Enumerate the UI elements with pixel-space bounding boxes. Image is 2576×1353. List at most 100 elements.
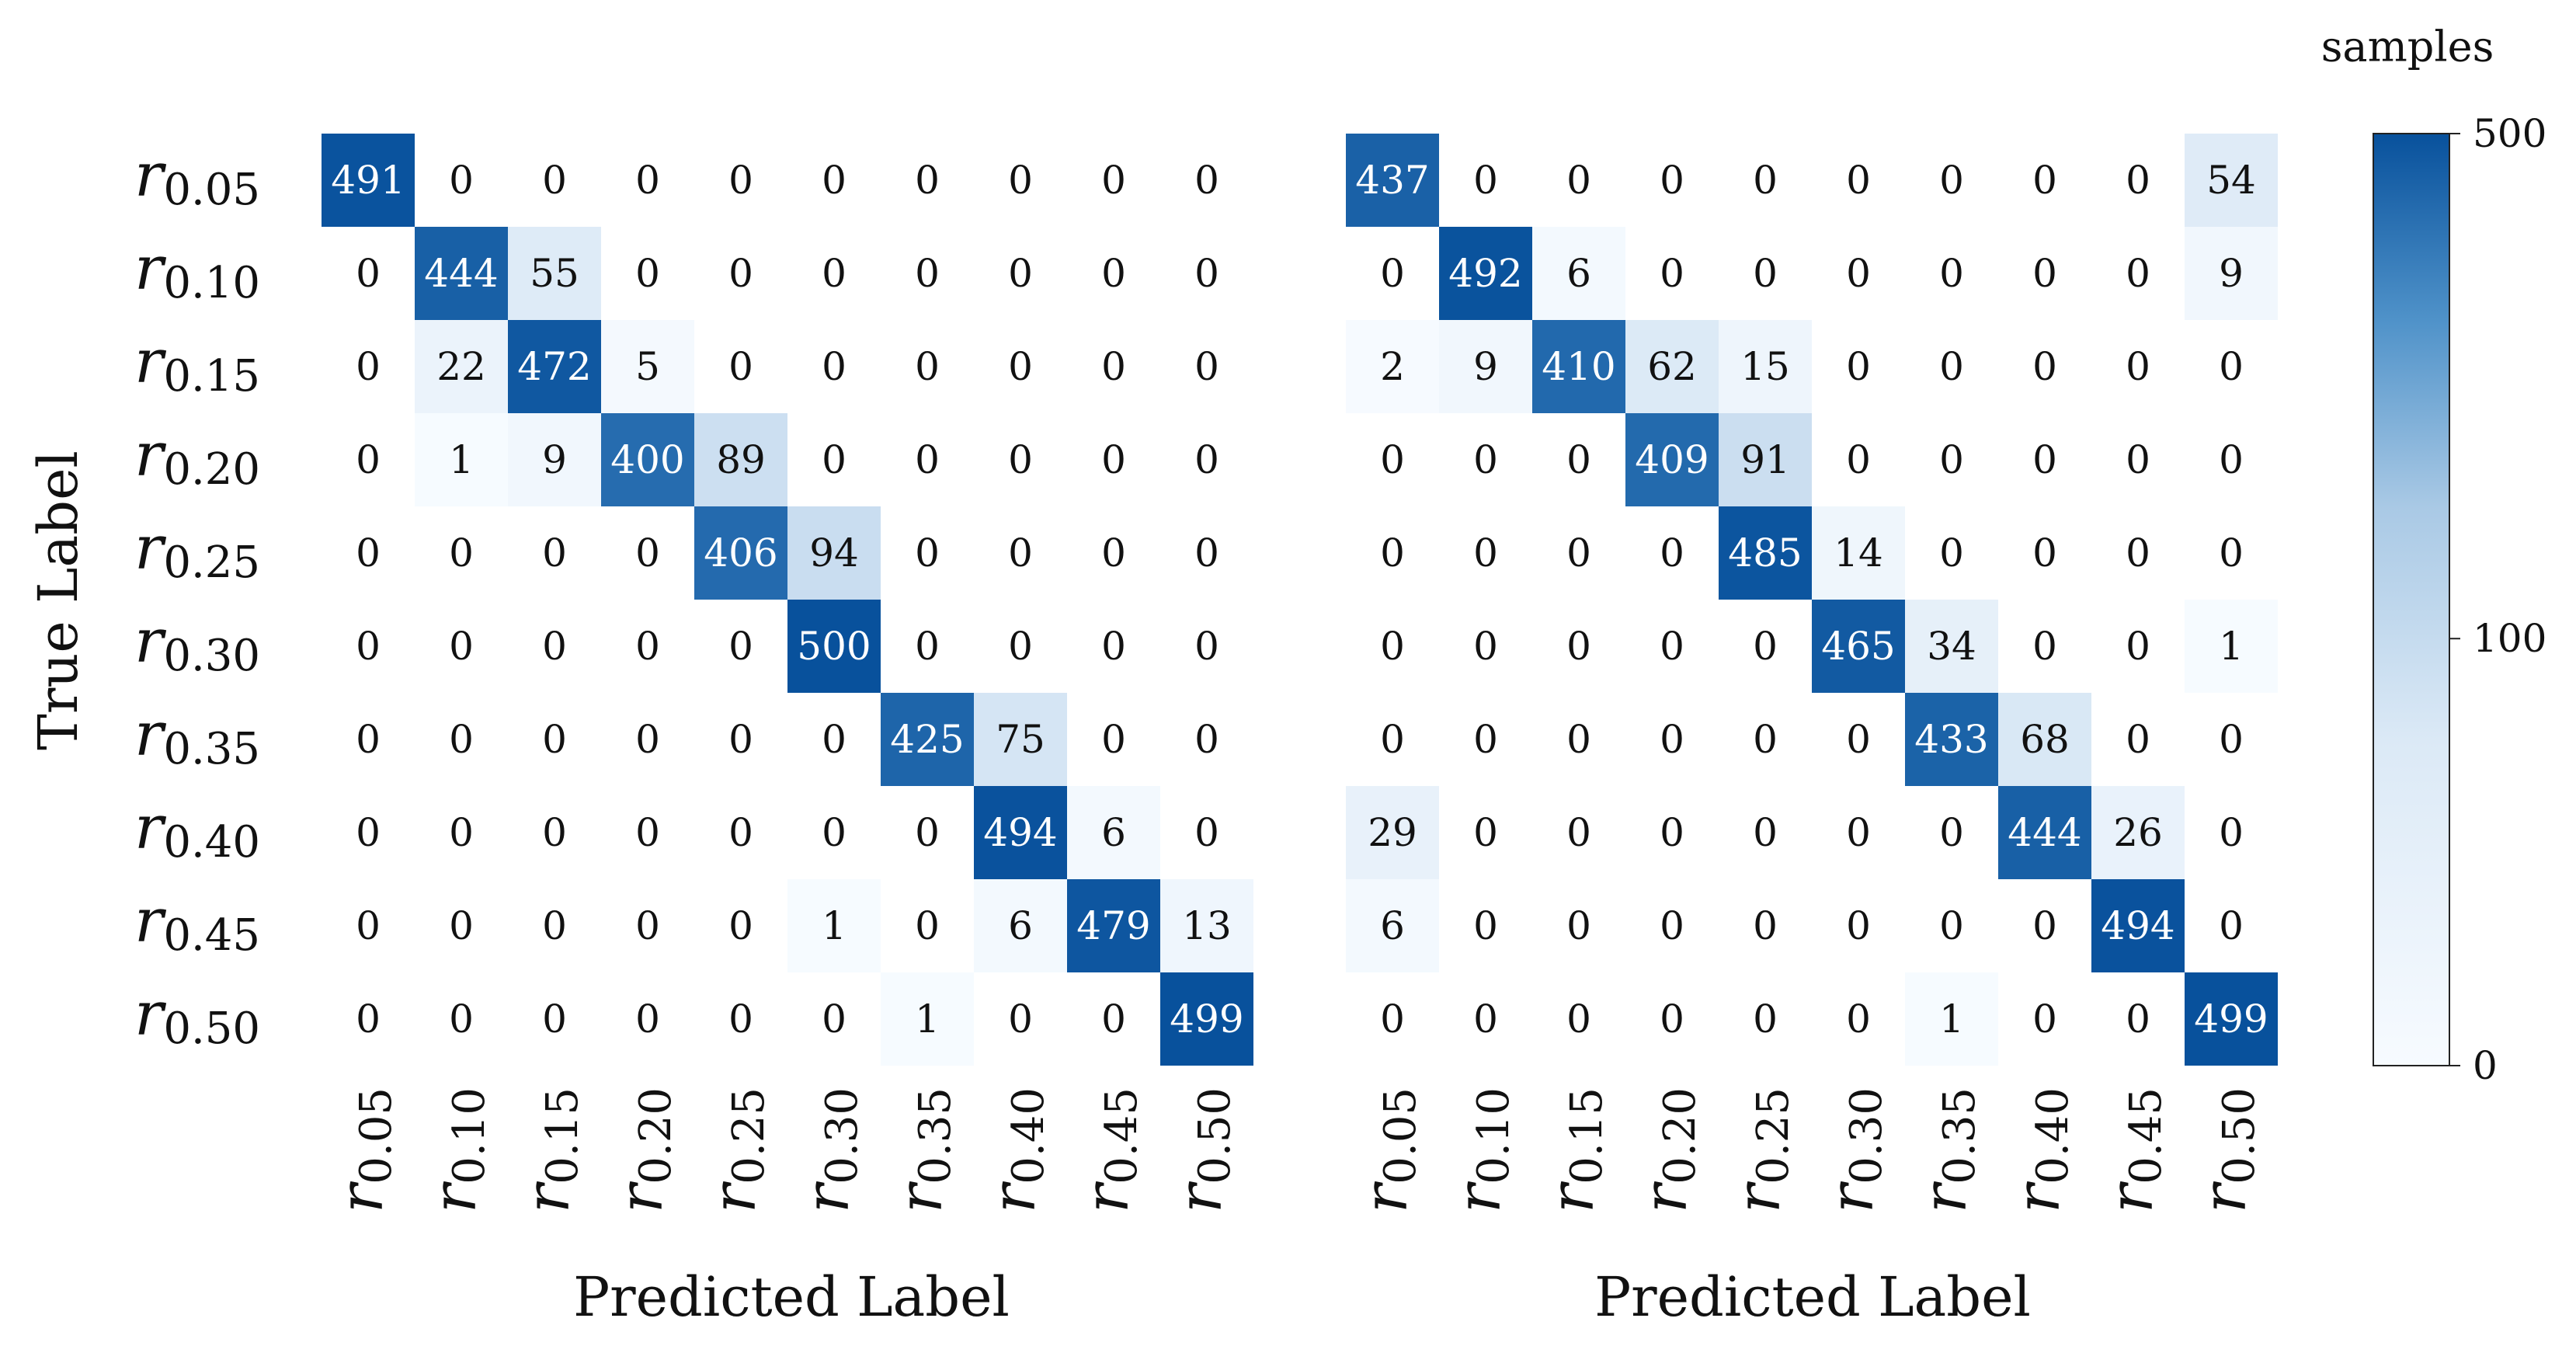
cell-value: 0 <box>542 903 567 948</box>
y-tick-label: r0.10 <box>134 234 260 308</box>
heatmap-cell <box>1719 879 1812 972</box>
heatmap-cell <box>787 506 881 600</box>
cell-value: 0 <box>449 530 474 576</box>
cell-value: 54 <box>2206 158 2256 203</box>
heatmap-cell <box>694 693 787 786</box>
heatmap-cell <box>2091 786 2185 879</box>
heatmap-cell <box>1719 134 1812 227</box>
heatmap-cell <box>601 506 694 600</box>
heatmap-cell <box>974 693 1067 786</box>
heatmap-cell <box>694 786 787 879</box>
cell-value: 0 <box>356 624 381 669</box>
cell-value: 0 <box>2126 158 2150 203</box>
cell-value: 0 <box>1101 624 1126 669</box>
cell-value: 0 <box>1660 251 1684 296</box>
cell-value: 0 <box>1939 810 1964 855</box>
heatmap-cell <box>1812 134 1905 227</box>
cell-value: 0 <box>1008 996 1033 1042</box>
cell-value: 444 <box>424 251 498 296</box>
cell-value: 0 <box>1473 530 1498 576</box>
heatmap-cell <box>1719 693 1812 786</box>
cell-value: 0 <box>542 717 567 762</box>
heatmap-cell <box>1160 134 1253 227</box>
heatmap-cell <box>1160 320 1253 413</box>
cell-value: 492 <box>1448 251 1522 296</box>
cell-value: 15 <box>1740 344 1790 389</box>
heatmap-cell <box>1439 134 1532 227</box>
cell-value: 1 <box>822 903 846 948</box>
cell-value: 0 <box>1939 251 1964 296</box>
cell-value: 499 <box>1170 996 1243 1042</box>
x-tick-label: r0.30 <box>1817 1087 1892 1213</box>
cell-value: 0 <box>635 624 660 669</box>
cell-value: 0 <box>1846 158 1871 203</box>
heatmap-cell <box>508 134 601 227</box>
heatmap-cell <box>787 600 881 693</box>
cell-value: 0 <box>1101 158 1126 203</box>
cell-value: 0 <box>1101 996 1126 1042</box>
heatmap-cell <box>1998 786 2091 879</box>
heatmap-cell <box>508 320 601 413</box>
heatmap-cell <box>415 600 508 693</box>
heatmap-cell <box>694 227 787 320</box>
cell-value: 0 <box>356 251 381 296</box>
x-tick-label: r0.50 <box>1166 1087 1240 1213</box>
cell-value: 0 <box>635 251 660 296</box>
heatmap-cell <box>787 972 881 1066</box>
x-tick-label: r0.10 <box>1444 1087 1519 1213</box>
heatmap-cell <box>1998 320 2091 413</box>
colorbar-ticks: 500 100 0 <box>2449 111 2546 1088</box>
heatmap-cell <box>1439 693 1532 786</box>
cell-value: 0 <box>728 158 753 203</box>
heatmap-cell <box>1905 320 1998 413</box>
cell-value: 0 <box>1101 530 1126 576</box>
cell-value: 0 <box>1008 251 1033 296</box>
cell-value: 0 <box>1473 903 1498 948</box>
cell-value: 0 <box>915 530 940 576</box>
heatmap-cell <box>1346 227 1439 320</box>
cell-value: 0 <box>1939 437 1964 482</box>
heatmap-cell <box>508 600 601 693</box>
colorbar-title: samples <box>2321 23 2494 71</box>
heatmap-cell <box>787 879 881 972</box>
cell-value: 0 <box>1566 624 1591 669</box>
cell-value: 13 <box>1182 903 1232 948</box>
cell-value: 0 <box>1380 251 1405 296</box>
heatmap-cell <box>1625 134 1719 227</box>
cell-value: 0 <box>728 717 753 762</box>
heatmap-cell <box>601 413 694 506</box>
cell-value: 75 <box>996 717 1045 762</box>
cell-value: 0 <box>356 344 381 389</box>
heatmap-cell <box>601 972 694 1066</box>
heatmap-cell <box>415 506 508 600</box>
heatmap-cell <box>415 227 508 320</box>
cell-value: 0 <box>915 251 940 296</box>
cell-value: 0 <box>1846 437 1871 482</box>
heatmap-cell <box>1812 227 1905 320</box>
cell-value: 0 <box>1194 158 1219 203</box>
cell-value: 55 <box>530 251 579 296</box>
x-tick-label: r0.25 <box>1724 1087 1799 1213</box>
cell-value: 491 <box>331 158 405 203</box>
cell-value: 6 <box>1008 903 1033 948</box>
heatmap-cell <box>2091 134 2185 227</box>
heatmap-cell <box>1160 506 1253 600</box>
cell-value: 500 <box>797 624 871 669</box>
cell-value: 0 <box>2032 624 2057 669</box>
cell-value: 0 <box>635 903 660 948</box>
heatmap-cell <box>1067 320 1160 413</box>
cell-value: 0 <box>449 158 474 203</box>
cell-value: 0 <box>2219 344 2244 389</box>
confusion-matrix-left: 491 0 0 0 0 0 0 0 0 00 444 55 0 0 0 0 0 0 00 22 472 5 0 0 0 0 0 00 1… <box>134 134 1253 1213</box>
cell-value: 0 <box>1380 437 1405 482</box>
cell-value: 1 <box>1939 996 1964 1042</box>
heatmap-cell <box>1905 506 1998 600</box>
cell-value: 0 <box>1753 717 1778 762</box>
cell-value: 0 <box>1939 344 1964 389</box>
heatmap-cell <box>2185 227 2278 320</box>
cell-value: 0 <box>822 158 846 203</box>
heatmap-cell <box>1812 972 1905 1066</box>
heatmap-cell <box>881 506 974 600</box>
heatmap-cell <box>1067 134 1160 227</box>
